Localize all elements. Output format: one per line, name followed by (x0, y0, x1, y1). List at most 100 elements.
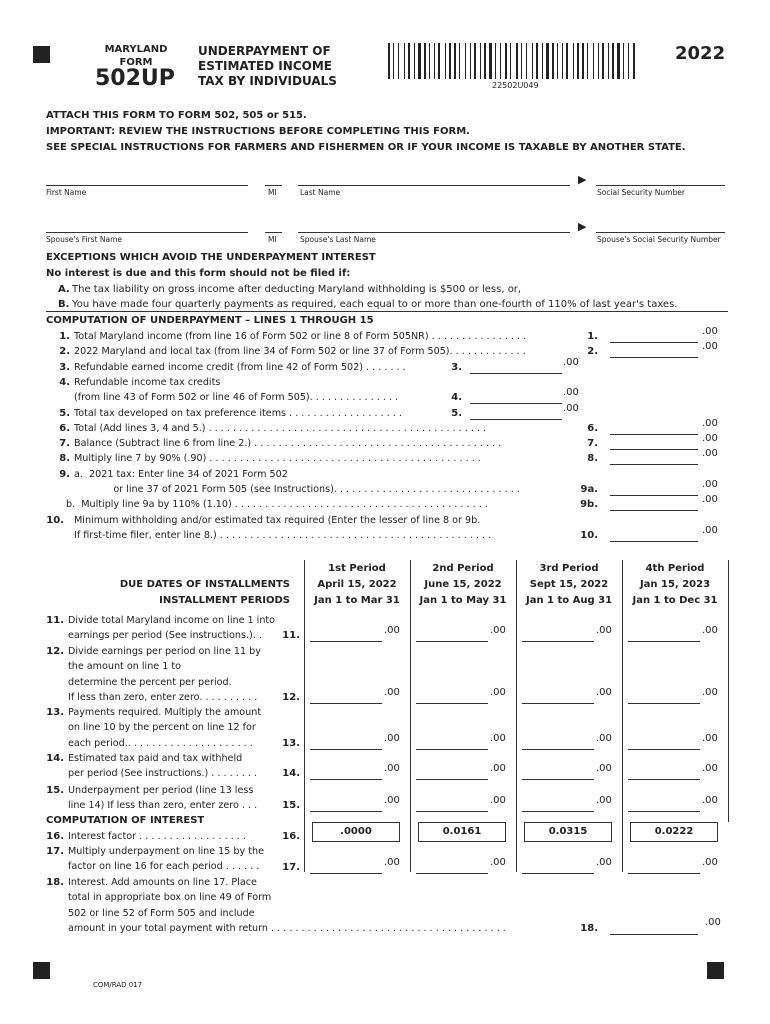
line-text: on line 10 by the percent on line 12 for (68, 722, 256, 734)
period-amount-field-17-2[interactable] (416, 873, 488, 874)
period-amount-field-11-1[interactable] (310, 641, 382, 643)
cents-label: .00 (490, 625, 506, 637)
registration-mark (707, 962, 724, 979)
cents-label: .00 (702, 433, 718, 445)
amount-field-line-1[interactable] (610, 342, 698, 343)
line-ref: 3. (451, 361, 462, 373)
period-due-date: June 15, 2022 (424, 579, 502, 590)
spouse-first-name-field-label: Spouse's First Name (46, 235, 123, 244)
spouse-ssn-field-label: Spouse's Social Security Number (597, 235, 721, 244)
line-text: Balance (Subtract line 6 from line 2.) .… (74, 438, 502, 450)
period-amount-field-13-3[interactable] (522, 748, 594, 750)
period-amount-field-13-1[interactable] (310, 748, 382, 750)
cents-label: .00 (490, 763, 506, 775)
line-number: 9. (59, 468, 70, 480)
period-amount-field-14-4[interactable] (628, 779, 700, 781)
period-amount-field-12-4[interactable] (628, 702, 700, 704)
cents-label: .00 (384, 795, 400, 807)
period-amount-field-17-1[interactable] (310, 873, 382, 874)
period-amount-field-14-3[interactable] (522, 779, 594, 781)
spouse-mi-field[interactable] (265, 232, 282, 233)
form-title-1: UNDERPAYMENT OF (198, 44, 331, 58)
period-amount-field-12-1[interactable] (310, 702, 382, 704)
interest-factor-box: 0.0161 (418, 822, 506, 842)
line-text: each period.. . . . . . . . . . . . . . … (68, 737, 253, 749)
line-number: 5. (59, 407, 70, 419)
period-name: 1st Period (328, 563, 386, 574)
period-amount-field-15-2[interactable] (416, 811, 488, 813)
line-ref: 14. (282, 768, 300, 780)
amount-field-line-6[interactable] (610, 433, 698, 435)
interest-total-field[interactable] (610, 934, 698, 935)
period-name: 2nd Period (432, 563, 494, 574)
column-divider (622, 560, 623, 872)
line-ref: 1. (587, 331, 598, 342)
first-name-field[interactable] (46, 185, 248, 186)
line-ref: 12. (282, 691, 300, 703)
period-amount-field-14-2[interactable] (416, 779, 488, 781)
ssn-field[interactable] (596, 185, 725, 186)
line-text: factor on line 16 for each period . . . … (68, 861, 260, 873)
amount-field-line-2[interactable] (610, 357, 698, 359)
period-amount-field-17-4[interactable] (628, 873, 700, 874)
line-text: Total Maryland income (from line 16 of F… (74, 331, 527, 342)
period-amount-field-13-4[interactable] (628, 748, 700, 750)
period-range: Jan 1 to Aug 31 (525, 595, 613, 606)
line-text: 2022 Maryland and local tax (from line 3… (74, 346, 526, 358)
period-amount-field-14-1[interactable] (310, 779, 382, 781)
interest-factor-box: 0.0222 (630, 822, 718, 842)
period-amount-field-17-3[interactable] (522, 873, 594, 874)
spouse-ssn-field[interactable] (596, 232, 725, 233)
state-label: MARYLAND (104, 44, 168, 55)
cents-label: .00 (702, 732, 718, 744)
period-amount-field-15-3[interactable] (522, 811, 594, 813)
period-amount-field-12-2[interactable] (416, 702, 488, 704)
cents-label: .00 (596, 686, 612, 698)
period-amount-field-12-3[interactable] (522, 702, 594, 704)
line-ref: 8. (587, 453, 598, 465)
period-amount-field-13-2[interactable] (416, 748, 488, 750)
divider (46, 311, 728, 312)
mi-field[interactable] (265, 185, 282, 186)
line-text: Divide earnings per period on line 11 by (68, 646, 261, 657)
period-range: Jan 1 to May 31 (419, 595, 507, 606)
amount-field-line-5[interactable] (470, 418, 562, 420)
line-text: If first-time filer, enter line 8.) . . … (74, 529, 492, 541)
amount-field-line-9a[interactable] (610, 495, 698, 496)
cents-label: .00 (384, 857, 400, 868)
cents-label: .00 (384, 625, 400, 637)
period-amount-field-15-1[interactable] (310, 811, 382, 813)
amount-field-line-10[interactable] (610, 540, 698, 542)
amount-field-line-4[interactable] (470, 403, 562, 405)
line-number: 17. (46, 846, 64, 857)
line-ref: 17. (282, 862, 300, 873)
period-amount-field-11-2[interactable] (416, 641, 488, 643)
attach-instruction: ATTACH THIS FORM TO FORM 502, 505 or 515… (46, 110, 307, 121)
interest-factor-box: 0.0315 (524, 822, 612, 842)
period-due-date: Jan 15, 2023 (639, 579, 711, 590)
amount-field-line-3[interactable] (470, 372, 562, 374)
line-text: Estimated tax paid and tax withheld (68, 753, 243, 764)
interest-factor-box: .0000 (312, 822, 400, 842)
line-text: earnings per period (See instructions.).… (68, 630, 262, 642)
first-name-field-label: First Name (46, 188, 87, 197)
amount-field-line-8[interactable] (610, 464, 698, 466)
period-amount-field-11-3[interactable] (522, 641, 594, 643)
period-amount-field-15-4[interactable] (628, 811, 700, 813)
period-amount-field-11-4[interactable] (628, 641, 700, 643)
barcode (388, 43, 643, 79)
spouse-first-name-field[interactable] (46, 232, 248, 233)
line-number: 2. (59, 346, 70, 358)
line-text: Refundable income tax credits (74, 376, 221, 388)
amount-field-line-7[interactable] (610, 449, 698, 451)
line-text: per period (See instructions.) . . . . .… (68, 768, 258, 780)
amount-field-line-9b[interactable] (610, 510, 698, 512)
line-number: 13. (46, 707, 64, 718)
tax-year: 2022 (675, 43, 726, 64)
exception-b-label: B. (58, 299, 70, 310)
spouse-last-name-field[interactable] (298, 232, 570, 233)
exception-a-text: The tax liability on gross income after … (72, 284, 522, 295)
last-name-field[interactable] (298, 185, 570, 186)
line-number: 1. (59, 331, 70, 342)
line-text: Divide total Maryland income on line 1 i… (68, 615, 276, 626)
